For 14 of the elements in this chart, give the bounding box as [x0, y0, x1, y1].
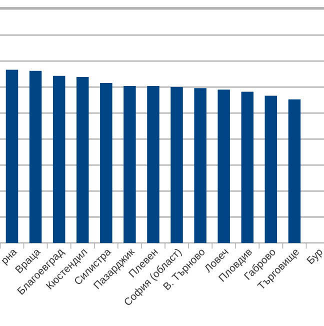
bar	[288, 99, 301, 243]
bar	[218, 90, 230, 243]
bar	[76, 76, 89, 243]
bar	[194, 88, 206, 243]
bar	[170, 87, 183, 243]
bar	[29, 70, 42, 243]
bar	[6, 70, 18, 243]
bar	[52, 76, 66, 243]
x-tick-label: рна	[2, 248, 19, 266]
bar	[241, 92, 254, 243]
bar	[124, 86, 136, 243]
bar	[264, 96, 278, 243]
bar	[100, 83, 112, 243]
bar	[147, 86, 160, 243]
